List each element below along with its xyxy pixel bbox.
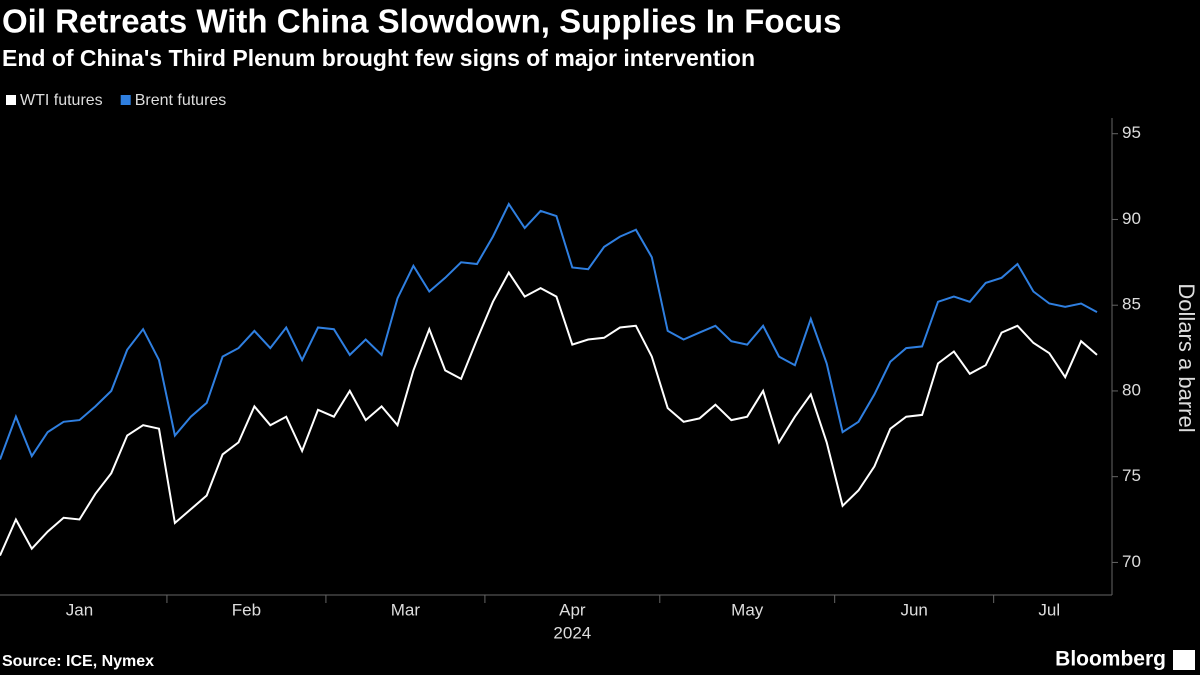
legend-swatch (6, 95, 16, 105)
y-tick-label: 80 (1122, 380, 1141, 399)
y-tick-label: 95 (1122, 123, 1141, 142)
y-tick-label: 85 (1122, 295, 1141, 314)
line (0, 201, 1098, 460)
x-tick-label: Apr (559, 600, 586, 619)
legend-label: WTI futures (20, 92, 103, 109)
legend-label: Brent futures (135, 92, 227, 109)
chart-subtitle: End of China's Third Plenum brought few … (2, 45, 755, 71)
x-tick-label: Jul (1038, 600, 1060, 619)
y-tick-label: 70 (1122, 552, 1141, 571)
x-tick-label: Mar (391, 600, 421, 619)
y-tick-label: 90 (1122, 209, 1141, 228)
legend-swatch (120, 95, 131, 105)
brand-icon (1173, 650, 1195, 670)
chart-title: Oil Retreats With China Slowdown, Suppli… (2, 3, 841, 40)
x-axis-label: 2024 (553, 623, 591, 642)
y-axis-label: Dollars a barrel (1174, 283, 1199, 432)
line (0, 270, 1098, 557)
source: Source: ICE, Nymex (2, 653, 154, 670)
y-tick-label: 75 (1122, 466, 1141, 485)
x-tick-label: Feb (232, 600, 261, 619)
x-tick-label: Jun (900, 600, 927, 619)
x-tick-label: Jan (66, 600, 93, 619)
brand: Bloomberg (1055, 648, 1166, 671)
x-tick-label: May (731, 600, 764, 619)
